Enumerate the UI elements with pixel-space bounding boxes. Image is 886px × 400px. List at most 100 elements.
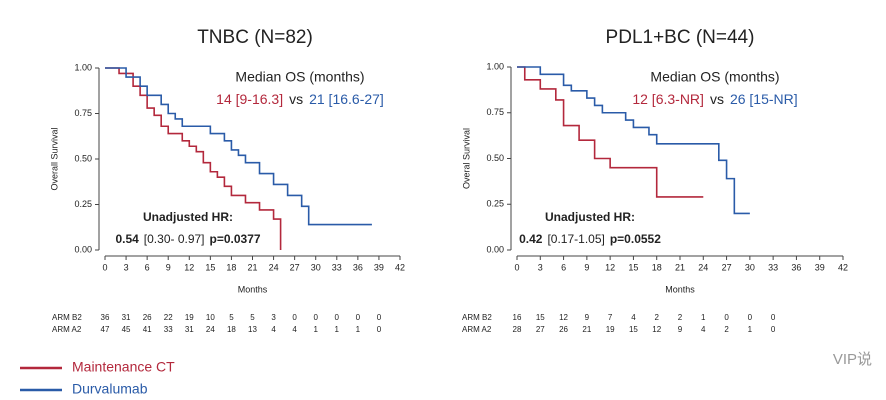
median-median_a: 12 [6.3-NR] bbox=[632, 91, 704, 107]
risk-count: 18 bbox=[227, 325, 236, 334]
risk-count: 2 bbox=[654, 313, 659, 322]
median-vs: vs bbox=[289, 91, 303, 107]
x-tick-label: 18 bbox=[652, 262, 662, 272]
risk-count: 33 bbox=[164, 325, 173, 334]
risk-count: 19 bbox=[185, 313, 194, 322]
chart-title: TNBC (N=82) bbox=[197, 27, 313, 48]
hr-p: p=0.0377 bbox=[210, 232, 261, 246]
x-tick-label: 27 bbox=[722, 262, 732, 272]
hr-hr_ci: [0.17-1.05] bbox=[547, 232, 604, 246]
risk-count: 1 bbox=[335, 325, 340, 334]
y-axis-label: Overal Survival bbox=[461, 128, 471, 189]
y-tick-label: 0.50 bbox=[486, 153, 504, 163]
x-tick-label: 42 bbox=[395, 262, 405, 272]
y-tick-label: 1.00 bbox=[486, 61, 504, 71]
y-tick-label: 0.50 bbox=[74, 153, 92, 163]
risk-count: 26 bbox=[559, 325, 568, 334]
hr-p: p=0.0552 bbox=[610, 232, 661, 246]
y-tick-label: 0.25 bbox=[486, 199, 504, 209]
risk-row-label: ARM A2 bbox=[52, 325, 82, 334]
risk-count: 0 bbox=[313, 313, 318, 322]
risk-count: 10 bbox=[206, 313, 215, 322]
risk-count: 0 bbox=[724, 313, 729, 322]
risk-count: 0 bbox=[748, 313, 753, 322]
risk-count: 21 bbox=[582, 325, 591, 334]
risk-count: 0 bbox=[292, 313, 297, 322]
x-tick-label: 0 bbox=[514, 262, 519, 272]
risk-count: 1 bbox=[356, 325, 361, 334]
hr-hr_ci: [0.30- 0.97] bbox=[144, 232, 205, 246]
risk-count: 1 bbox=[313, 325, 318, 334]
risk-count: 16 bbox=[513, 313, 522, 322]
x-tick-label: 39 bbox=[374, 262, 384, 272]
risk-count: 0 bbox=[771, 325, 776, 334]
risk-count: 9 bbox=[678, 325, 683, 334]
y-tick-label: 0.00 bbox=[74, 244, 92, 254]
risk-count: 19 bbox=[606, 325, 615, 334]
risk-count: 26 bbox=[143, 313, 152, 322]
x-tick-label: 6 bbox=[145, 262, 150, 272]
risk-count: 1 bbox=[701, 313, 706, 322]
risk-count: 4 bbox=[271, 325, 276, 334]
hr-header: Unadjusted HR: bbox=[143, 210, 233, 224]
watermark: VIP说 bbox=[833, 351, 872, 368]
risk-count: 12 bbox=[559, 313, 568, 322]
legend-label: Durvalumab bbox=[72, 381, 148, 397]
median-line: 12 [6.3-NR] vs 26 [15-NR] bbox=[632, 91, 797, 107]
x-tick-label: 21 bbox=[247, 262, 257, 272]
risk-count: 36 bbox=[101, 313, 110, 322]
x-tick-label: 3 bbox=[124, 262, 129, 272]
risk-count: 15 bbox=[629, 325, 638, 334]
median-header: Median OS (months) bbox=[235, 69, 364, 85]
risk-count: 31 bbox=[185, 325, 194, 334]
risk-count: 22 bbox=[164, 313, 173, 322]
risk-count: 1 bbox=[748, 325, 753, 334]
risk-count: 0 bbox=[335, 313, 340, 322]
hr-hr_value: 0.42 bbox=[519, 232, 543, 246]
survival-curve bbox=[105, 67, 372, 226]
median-median_b: 26 [15-NR] bbox=[730, 91, 798, 107]
x-tick-label: 15 bbox=[628, 262, 638, 272]
risk-count: 4 bbox=[292, 325, 297, 334]
risk-count: 2 bbox=[724, 325, 729, 334]
risk-count: 5 bbox=[229, 313, 234, 322]
x-tick-label: 18 bbox=[226, 262, 236, 272]
survival-curve bbox=[517, 66, 750, 215]
y-tick-label: 0.75 bbox=[486, 107, 504, 117]
risk-count: 7 bbox=[608, 313, 613, 322]
x-tick-label: 30 bbox=[311, 262, 321, 272]
x-tick-label: 30 bbox=[745, 262, 755, 272]
x-axis-label: Months bbox=[665, 284, 695, 294]
x-tick-label: 42 bbox=[838, 262, 848, 272]
survival-curve bbox=[517, 66, 704, 198]
y-tick-label: 1.00 bbox=[74, 62, 92, 72]
x-tick-label: 27 bbox=[290, 262, 300, 272]
risk-count: 45 bbox=[122, 325, 131, 334]
y-axis-label: Overall Survival bbox=[49, 127, 59, 190]
risk-count: 0 bbox=[377, 325, 382, 334]
x-tick-label: 15 bbox=[205, 262, 215, 272]
risk-count: 28 bbox=[513, 325, 522, 334]
legend-label: Maintenance CT bbox=[72, 359, 175, 375]
risk-count: 31 bbox=[122, 313, 131, 322]
risk-row-label: ARM A2 bbox=[462, 325, 492, 334]
survival-curve bbox=[105, 67, 282, 250]
x-tick-label: 36 bbox=[791, 262, 801, 272]
x-tick-label: 36 bbox=[353, 262, 363, 272]
risk-count: 0 bbox=[377, 313, 382, 322]
risk-count: 4 bbox=[701, 325, 706, 334]
x-tick-label: 33 bbox=[332, 262, 342, 272]
risk-count: 27 bbox=[536, 325, 545, 334]
risk-count: 12 bbox=[652, 325, 661, 334]
risk-count: 4 bbox=[631, 313, 636, 322]
risk-count: 5 bbox=[250, 313, 255, 322]
hr-header: Unadjusted HR: bbox=[545, 210, 635, 224]
x-tick-label: 39 bbox=[815, 262, 825, 272]
hr-line: 0.42 [0.17-1.05] p=0.0552 bbox=[519, 232, 661, 246]
hr-line: 0.54 [0.30- 0.97] p=0.0377 bbox=[115, 232, 260, 246]
median-vs: vs bbox=[710, 91, 724, 107]
median-line: 14 [9-16.3] vs 21 [16.6-27] bbox=[216, 91, 384, 107]
risk-count: 13 bbox=[248, 325, 257, 334]
risk-row-label: ARM B2 bbox=[52, 313, 82, 322]
